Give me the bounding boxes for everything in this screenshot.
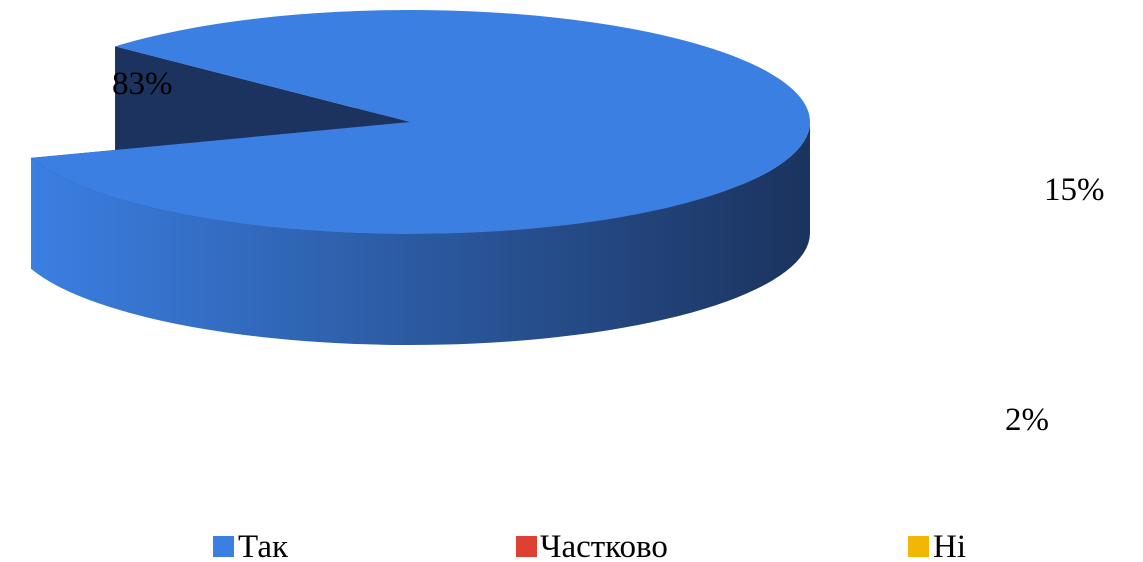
legend-item-tak: Так xyxy=(213,529,289,562)
legend-label-tak: Так xyxy=(238,529,289,562)
legend: Так Частково Ні xyxy=(213,529,966,562)
legend-item-ni: Ні xyxy=(908,529,966,562)
legend-swatch-tak xyxy=(213,536,234,557)
legend-swatch-ni xyxy=(908,536,929,557)
pie-slices xyxy=(31,10,810,345)
slice-tak xyxy=(31,10,810,345)
legend-label-chastkovo: Частково xyxy=(540,529,668,562)
legend-label-ni: Ні xyxy=(933,529,966,562)
data-label-ni: 2% xyxy=(1005,402,1049,438)
data-label-tak: 83% xyxy=(112,66,173,102)
legend-swatch-chastkovo xyxy=(516,536,537,557)
data-label-chastkovo: 15% xyxy=(1044,172,1105,208)
legend-item-chastkovo: Частково xyxy=(516,529,668,562)
